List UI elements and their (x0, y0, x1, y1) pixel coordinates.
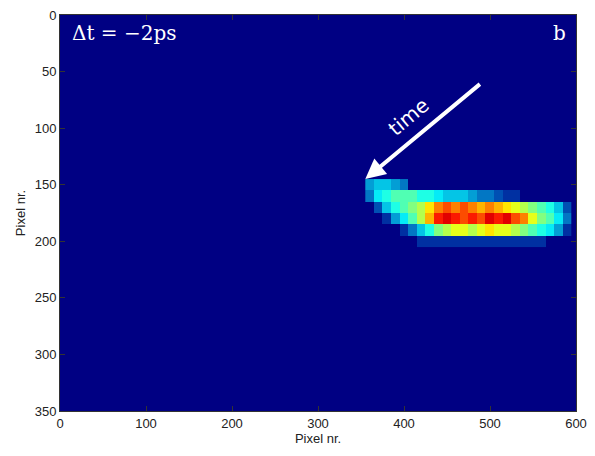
svg-text:time: time (384, 93, 434, 140)
svg-text:50: 50 (42, 64, 56, 79)
svg-text:150: 150 (35, 177, 57, 192)
svg-text:Pixel nr.: Pixel nr. (295, 431, 341, 446)
svg-text:200: 200 (35, 234, 57, 249)
svg-text:0: 0 (49, 8, 56, 23)
svg-text:Δt = −2ps: Δt = −2ps (72, 21, 177, 45)
svg-text:200: 200 (221, 416, 243, 431)
svg-text:500: 500 (479, 416, 501, 431)
svg-text:400: 400 (393, 416, 415, 431)
svg-text:350: 350 (35, 404, 57, 419)
svg-text:100: 100 (135, 416, 157, 431)
svg-text:250: 250 (35, 290, 57, 305)
svg-text:b: b (553, 21, 566, 45)
svg-text:Pixel nr.: Pixel nr. (13, 190, 28, 236)
svg-text:300: 300 (307, 416, 329, 431)
svg-text:300: 300 (35, 347, 57, 362)
svg-text:0: 0 (56, 416, 63, 431)
svg-text:100: 100 (35, 121, 57, 136)
svg-text:600: 600 (565, 416, 587, 431)
